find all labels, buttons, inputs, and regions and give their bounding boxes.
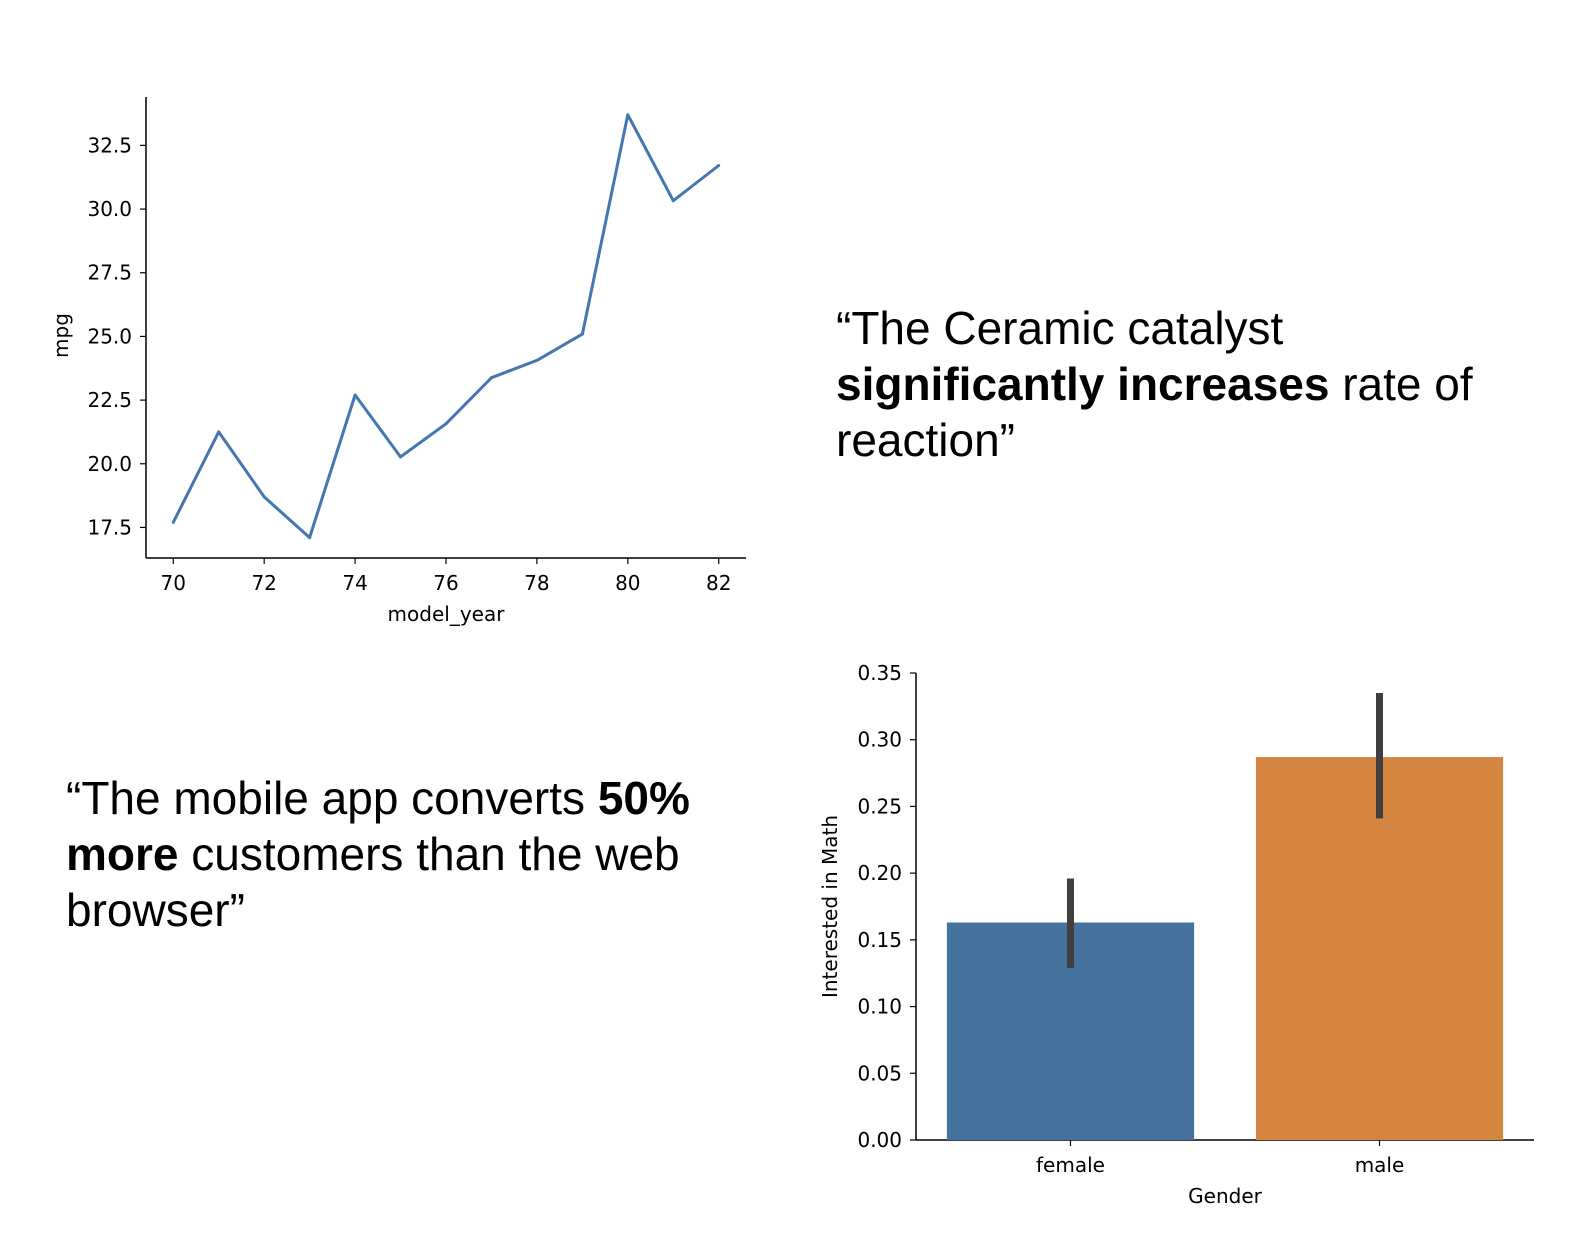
y-tick-label: 17.5 <box>87 515 132 539</box>
catalyst-quote-bold: significantly increases <box>836 358 1330 410</box>
x-tick-label: 80 <box>615 571 640 595</box>
bar-male <box>1255 757 1504 1140</box>
y-tick-label: 0.35 <box>857 661 902 685</box>
mobile-app-quote-pre: “The mobile app converts <box>66 772 598 824</box>
x-tick-label: male <box>1355 1153 1405 1177</box>
mpg-data-point <box>717 164 721 168</box>
x-axis-label: Gender <box>1188 1184 1262 1208</box>
mpg-data-point <box>626 113 630 117</box>
mobile-app-quote-post: customers than the web browser” <box>66 828 680 936</box>
mpg-data-point <box>489 376 493 380</box>
mpg-data-point <box>262 495 266 499</box>
mobile-app-quote-bold: 50% more <box>66 772 690 880</box>
y-axis-label: Interested in Math <box>818 815 842 998</box>
y-tick-label: 0.25 <box>857 794 902 818</box>
mpg-series-line <box>171 113 720 540</box>
x-tick-label: 78 <box>524 571 549 595</box>
x-tick-label: 82 <box>706 571 731 595</box>
catalyst-quote-post: rate of reaction” <box>836 358 1473 466</box>
y-tick-label: 0.20 <box>857 861 902 885</box>
x-tick-label: 70 <box>161 571 186 595</box>
y-tick-label: 27.5 <box>87 261 132 285</box>
x-axis-label: model_year <box>388 602 506 626</box>
y-axis-label: mpg <box>49 313 73 358</box>
y-tick-label: 30.0 <box>87 197 132 221</box>
math-interest-bar-chart: 0.00 0.05 0.10 0.15 0.20 0.25 0.30 0.35 female ma… <box>818 661 1534 1208</box>
mpg-data-point <box>171 520 175 524</box>
mpg-data-point <box>217 430 221 434</box>
mpg-data-point <box>580 332 584 336</box>
y-tick-label: 32.5 <box>87 133 132 157</box>
y-tick-label: 0.00 <box>857 1128 902 1152</box>
y-tick-label: 0.15 <box>857 928 902 952</box>
x-tick-label: 74 <box>342 571 367 595</box>
mpg-line-chart: 17.5 20.0 22.5 25.0 27.5 30.0 32.5 70 72 74 76 78 80… <box>49 97 746 626</box>
x-tick-label: 76 <box>433 571 458 595</box>
mpg-data-point <box>308 536 312 540</box>
y-tick-label: 0.30 <box>857 728 902 752</box>
y-tick-label: 20.0 <box>87 452 132 476</box>
y-tick-label: 25.0 <box>87 324 132 348</box>
mobile-app-quote: “The mobile app converts 50% more custom… <box>66 770 806 938</box>
mpg-data-point <box>671 199 675 203</box>
catalyst-quote: “The Ceramic catalyst significantly incr… <box>836 300 1556 468</box>
x-tick-label: female <box>1036 1153 1105 1177</box>
y-tick-label: 0.05 <box>857 1061 902 1085</box>
mpg-data-point <box>353 393 357 397</box>
mpg-data-point <box>535 358 539 362</box>
mpg-data-point <box>444 422 448 426</box>
x-tick-label: 72 <box>251 571 276 595</box>
mpg-data-point <box>399 455 403 459</box>
catalyst-quote-pre: “The Ceramic catalyst <box>836 302 1284 354</box>
y-tick-label: 0.10 <box>857 995 902 1019</box>
y-tick-label: 22.5 <box>87 388 132 412</box>
